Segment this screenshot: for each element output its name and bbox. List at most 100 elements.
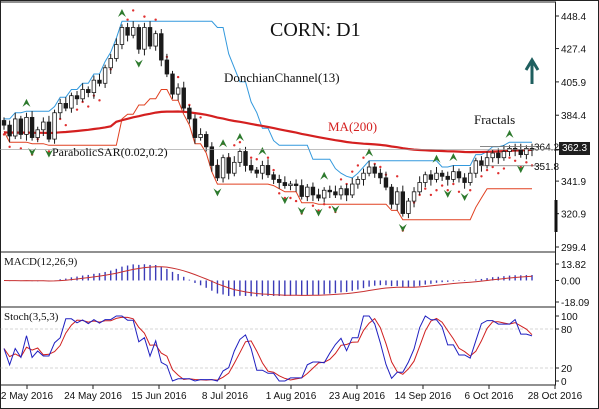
candle-body xyxy=(147,27,153,47)
psar-dot xyxy=(491,165,494,169)
candle-body xyxy=(18,118,24,135)
candle-body xyxy=(372,166,377,174)
fractal-up-icon xyxy=(320,171,329,180)
candle-body xyxy=(473,160,479,174)
candle-body xyxy=(451,171,456,180)
fractal-down-icon xyxy=(331,205,340,214)
psar-dot xyxy=(58,117,62,121)
candle-body xyxy=(361,172,366,180)
candle-body xyxy=(57,103,63,114)
candle-body xyxy=(153,33,158,47)
fractal-up-icon xyxy=(258,146,267,155)
psar-dot xyxy=(356,164,360,167)
candle-body xyxy=(13,118,18,137)
time-tick-label: 15 Jun 2016 xyxy=(131,391,186,402)
donchian-upper-line xyxy=(4,20,532,179)
psar-dot xyxy=(424,187,427,190)
fractal-down-icon xyxy=(314,208,323,217)
stoch-axis: 100 80 20 0 xyxy=(555,312,578,388)
psar-dot xyxy=(176,75,180,79)
candle-body xyxy=(204,134,209,148)
fractal-up-icon xyxy=(22,98,31,107)
candle-body xyxy=(423,174,428,183)
price-tick-label: 320.9 xyxy=(561,210,586,221)
fractal-down-icon xyxy=(44,149,53,158)
candle-body xyxy=(434,172,439,180)
price-level-label: 364.2 xyxy=(534,143,559,154)
price-tick-label: 427.4 xyxy=(561,45,586,56)
candle-body xyxy=(181,87,186,109)
price-tick-label: 448.4 xyxy=(561,12,586,23)
candle-body xyxy=(417,182,422,193)
price-tick-label: 384.4 xyxy=(561,111,586,122)
candle-body xyxy=(29,116,35,138)
fractals-label: Fractals xyxy=(474,112,515,127)
time-tick-label: 8 Jul 2016 xyxy=(202,391,249,402)
price-tick-label: 299.4 xyxy=(561,243,586,254)
candle-body xyxy=(80,89,85,100)
psar-dot xyxy=(255,158,258,161)
fractal-markers xyxy=(22,8,525,233)
candle-body xyxy=(102,67,108,84)
psar-dot xyxy=(429,193,433,197)
stoch-plot xyxy=(0,315,555,382)
candle-body xyxy=(316,194,321,199)
psar-dot xyxy=(131,9,135,12)
psar-dot xyxy=(98,99,101,102)
stoch-tick-label: 20 xyxy=(561,364,573,375)
candle-body xyxy=(411,191,417,202)
candle-body xyxy=(108,58,113,69)
psar-dot xyxy=(75,108,79,111)
candle-body xyxy=(524,147,529,155)
candle-body xyxy=(288,183,293,187)
candle-body xyxy=(52,112,57,140)
psar-dot xyxy=(294,199,298,203)
time-tick-label: 14 Sep 2016 xyxy=(395,391,452,402)
candle-body xyxy=(187,107,192,120)
price-tick-label: 341.9 xyxy=(561,177,586,188)
donchian-label: DonchianChannel(13) xyxy=(224,70,340,85)
psar-dot xyxy=(87,105,90,108)
candle-body xyxy=(142,27,147,50)
candle-body xyxy=(383,177,389,188)
fractal-down-icon xyxy=(460,193,469,202)
candle-body xyxy=(378,172,383,179)
psar-dot xyxy=(154,18,157,21)
time-tick-label: 1 Aug 2016 xyxy=(266,391,317,402)
psar-dot xyxy=(452,182,455,186)
psar-dot xyxy=(317,209,320,212)
candle-body xyxy=(428,174,434,180)
candle-body xyxy=(406,200,411,214)
candle-body xyxy=(366,166,372,174)
candle-body xyxy=(484,157,490,166)
candle-body xyxy=(170,73,175,95)
psar-dot xyxy=(249,156,253,159)
macd-plot xyxy=(3,264,533,297)
fractal-up-icon xyxy=(117,8,126,17)
psar-dot xyxy=(339,178,343,181)
ma200-path xyxy=(3,110,533,154)
candle-body xyxy=(344,188,349,196)
candle-body xyxy=(496,152,501,159)
price-levels: 364.2 351.8 xyxy=(0,143,559,173)
candle-body xyxy=(226,157,231,174)
fractal-up-icon xyxy=(505,129,514,138)
time-axis: 2 May 2016 24 May 2016 15 Jun 2016 8 Jul 20… xyxy=(1,385,583,402)
psar-dot xyxy=(81,100,84,104)
psar-dot xyxy=(199,116,202,119)
candle-body xyxy=(164,59,170,75)
stoch-k-line xyxy=(3,315,533,382)
psar-dot xyxy=(435,189,438,192)
macd-signal-line xyxy=(3,266,533,296)
psar-dot xyxy=(328,206,331,209)
candle-body xyxy=(350,183,355,196)
psar-dot xyxy=(351,170,354,173)
candle-body xyxy=(97,79,102,84)
candle-body xyxy=(333,191,338,196)
psar-dot xyxy=(8,145,11,149)
candle-body xyxy=(119,27,125,45)
candle-body xyxy=(1,120,7,126)
candle-body xyxy=(35,129,40,138)
candle-body xyxy=(293,183,299,187)
